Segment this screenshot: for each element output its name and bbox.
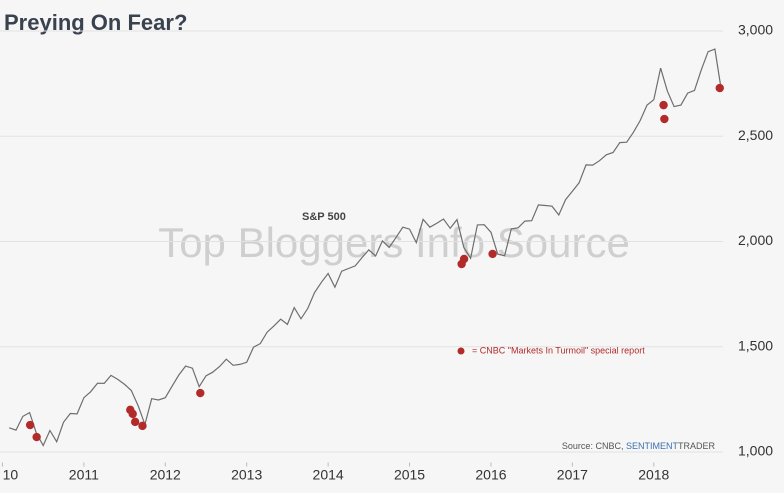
watermark: Top Bloggers Info Source: [158, 219, 630, 266]
source-text: Source: CNBC,: [562, 441, 624, 451]
report-dot: [488, 249, 497, 259]
report-dot: [459, 254, 469, 264]
report-dot: [130, 417, 140, 427]
x-tick-label: 2012: [150, 467, 181, 483]
x-tick-label: 2016: [475, 467, 506, 483]
source-brand: TRADER: [678, 441, 716, 451]
source-brand: SENTIMENT: [626, 441, 679, 451]
legend-dot: [457, 347, 465, 355]
x-tick-label: 2015: [394, 467, 425, 483]
x-tick-label: 2018: [638, 467, 669, 483]
source: Source: CNBC, SENTIMENTTRADER: [562, 441, 716, 451]
x-tick-label: 2011: [69, 467, 99, 483]
y-tick-label: 3,000: [738, 22, 773, 38]
legend-label: = CNBC "Markets In Turmoil" special repo…: [472, 345, 645, 355]
report-dot: [660, 114, 669, 124]
line-label: S&P 500: [302, 211, 346, 223]
report-dot: [715, 83, 724, 93]
x-tick-label: 2013: [231, 467, 262, 483]
report-dot: [138, 421, 147, 431]
x-tick-label: 2017: [557, 467, 588, 483]
price-line: [9, 48, 723, 447]
y-tick-label: 2,000: [738, 232, 773, 248]
report-dot: [196, 388, 205, 398]
report-dot: [128, 409, 137, 419]
report-dot: [32, 432, 41, 442]
x-tick-label: 10: [3, 467, 19, 483]
report-dot: [659, 100, 668, 110]
y-tick-label: 1,500: [738, 337, 773, 353]
x-tick-label: 2014: [313, 467, 344, 483]
y-tick-label: 2,500: [738, 127, 773, 143]
report-dot: [25, 420, 35, 430]
y-tick-label: 1,000: [738, 443, 773, 459]
